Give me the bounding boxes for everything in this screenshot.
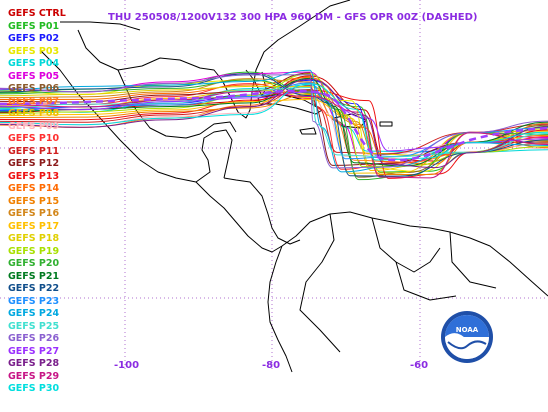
legend-item: GEFS P30 — [8, 383, 60, 394]
map-grid — [0, 0, 548, 372]
chart-title: THU 250508/1200V132 300 HPA 960 DM - GFS… — [108, 12, 478, 23]
legend-item: GEFS P05 — [8, 70, 60, 82]
operational-track — [0, 89, 548, 162]
ensemble-track — [0, 78, 548, 169]
interior-borders — [299, 213, 497, 353]
lon-label-100w: -100 — [114, 360, 140, 371]
legend-item: GEFS P01 — [8, 20, 60, 32]
puerto-rico — [379, 121, 393, 127]
legend-item: GEFS P28 — [8, 358, 60, 369]
legend-item: GEFS P29 — [8, 370, 60, 382]
noaa-logo-text: NOAA — [456, 326, 479, 334]
legend-item: GEFS P23 — [8, 295, 60, 307]
legend-item: GEFS P02 — [8, 33, 60, 44]
mexico-coast — [39, 49, 233, 183]
ensemble-track — [0, 83, 548, 161]
ensemble-track — [0, 98, 548, 172]
coastlines — [39, 0, 548, 373]
legend-item: GEFS P11 — [8, 145, 60, 157]
legend-item: GEFS P17 — [8, 220, 60, 232]
ensemble-tracks — [0, 69, 548, 181]
jamaica — [299, 127, 317, 135]
ensemble-track — [0, 89, 548, 179]
noaa-logo: NOAA — [441, 311, 493, 363]
ensemble-track — [0, 91, 548, 179]
legend-item: GEFS P27 — [8, 345, 60, 357]
legend-item: GEFS P13 — [8, 170, 60, 182]
yucatan — [199, 121, 237, 135]
legend-item: GEFS P24 — [8, 308, 60, 319]
legend-item: GEFS P19 — [8, 245, 60, 257]
legend-item: GEFS P03 — [8, 45, 60, 57]
legend-item: GEFS P07 — [8, 95, 60, 107]
legend-item: GEFS P04 — [8, 58, 60, 69]
south-america-pacific — [267, 245, 293, 373]
legend-item: GEFS P20 — [8, 258, 60, 269]
legend-item: GEFS P26 — [8, 333, 60, 344]
legend-item: GEFS P25 — [8, 320, 60, 332]
legend-item: GEFS P18 — [8, 233, 60, 244]
gulf-coast — [77, 0, 351, 119]
legend-item: GEFS P16 — [8, 208, 60, 219]
legend-item: GEFS CTRL — [8, 8, 66, 19]
legend-item: GEFS P21 — [8, 270, 60, 282]
legend-item: GEFS P14 — [8, 183, 60, 194]
central-america-caribbean — [223, 177, 301, 245]
central-america-pacific — [195, 181, 283, 253]
legend-item: GEFS P09 — [8, 120, 60, 132]
member-legend: GEFS CTRL GEFS P01 GEFS P02 GEFS P03 GEFS P0… — [8, 8, 66, 396]
south-america-coast — [281, 211, 548, 297]
legend-item: GEFS P15 — [8, 195, 60, 207]
legend-item: GEFS P06 — [8, 83, 60, 94]
ensemble-track — [0, 86, 548, 158]
legend-item: GEFS P08 — [8, 108, 60, 119]
legend-item: GEFS P22 — [8, 283, 60, 294]
lon-label-60w: -60 — [410, 360, 429, 371]
us-border — [60, 21, 141, 31]
ensemble-track — [0, 69, 548, 173]
ensemble-track — [0, 74, 548, 169]
legend-item: GEFS P10 — [8, 133, 60, 144]
legend-item: GEFS P12 — [8, 158, 60, 169]
lon-label-80w: -80 — [262, 360, 281, 371]
